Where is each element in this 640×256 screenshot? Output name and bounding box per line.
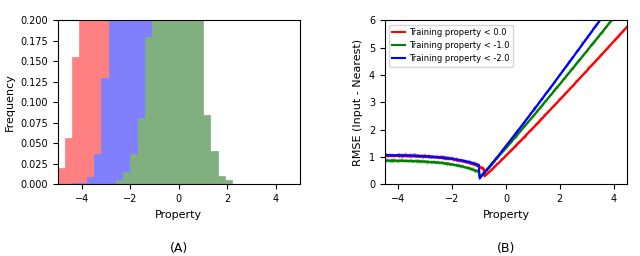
- Line: Training property < 0.0: Training property < 0.0: [385, 27, 627, 176]
- Bar: [72, 57, 79, 184]
- Bar: [211, 151, 218, 184]
- Bar: [101, 0, 109, 184]
- Training property < 0.0: [623, 25, 631, 28]
- Training property < -2.0: [586, 33, 594, 36]
- Training property < -1.0: [525, 120, 533, 123]
- Bar: [72, 183, 79, 184]
- Bar: [159, 0, 166, 184]
- X-axis label: Property: Property: [483, 210, 529, 220]
- Training property < -2.0: [526, 113, 534, 116]
- Bar: [166, 0, 174, 184]
- Bar: [65, 138, 72, 184]
- Training property < -1.0: [381, 159, 388, 162]
- Bar: [145, 37, 152, 184]
- Training property < -2.0: [525, 114, 533, 118]
- Bar: [145, 0, 152, 184]
- Bar: [94, 0, 101, 184]
- Bar: [116, 0, 123, 184]
- Training property < -1.0: [602, 27, 609, 30]
- Bar: [109, 0, 116, 184]
- Bar: [218, 176, 225, 184]
- Training property < -1.0: [476, 175, 483, 178]
- Bar: [86, 177, 94, 184]
- Training property < 0.0: [526, 130, 534, 133]
- Bar: [131, 0, 138, 184]
- Training property < 0.0: [481, 175, 488, 178]
- Y-axis label: RMSE (Input - Nearest): RMSE (Input - Nearest): [353, 39, 364, 166]
- Training property < 0.0: [382, 154, 390, 157]
- Bar: [94, 154, 101, 184]
- Bar: [123, 172, 131, 184]
- Training property < -1.0: [382, 159, 390, 162]
- Bar: [159, 151, 166, 184]
- Bar: [86, 0, 94, 184]
- Bar: [181, 0, 189, 184]
- Bar: [152, 86, 159, 184]
- Y-axis label: Frequency: Frequency: [4, 73, 15, 131]
- Bar: [123, 116, 131, 184]
- Bar: [116, 180, 123, 184]
- Bar: [152, 0, 159, 184]
- Training property < -1.0: [623, 0, 631, 2]
- Training property < 0.0: [530, 125, 538, 129]
- Training property < -1.0: [586, 46, 594, 49]
- Bar: [138, 179, 145, 184]
- Training property < 0.0: [381, 154, 388, 157]
- Bar: [58, 168, 65, 184]
- Bar: [203, 115, 211, 184]
- Training property < -2.0: [530, 108, 538, 111]
- Training property < 0.0: [525, 131, 533, 134]
- X-axis label: Property: Property: [156, 210, 202, 220]
- Training property < -2.0: [602, 12, 609, 15]
- Text: (A): (A): [170, 242, 188, 255]
- Training property < 0.0: [586, 66, 594, 69]
- Bar: [123, 0, 131, 184]
- Training property < 0.0: [602, 49, 609, 52]
- Bar: [138, 0, 145, 184]
- Bar: [145, 183, 152, 184]
- Bar: [131, 167, 138, 184]
- Training property < -2.0: [476, 177, 483, 180]
- Bar: [174, 0, 181, 184]
- Legend: Training property < 0.0, Training property < -1.0, Training property < -2.0: Training property < 0.0, Training proper…: [389, 25, 513, 67]
- Bar: [174, 183, 181, 184]
- Bar: [196, 20, 203, 184]
- Bar: [116, 3, 123, 184]
- Text: (B): (B): [497, 242, 515, 255]
- Bar: [166, 176, 174, 184]
- Bar: [79, 0, 86, 184]
- Training property < -2.0: [381, 154, 388, 157]
- Line: Training property < -1.0: Training property < -1.0: [385, 1, 627, 177]
- Bar: [109, 0, 116, 184]
- Bar: [79, 183, 86, 184]
- Bar: [138, 118, 145, 184]
- Training property < -1.0: [526, 119, 534, 122]
- Bar: [225, 180, 232, 184]
- Training property < -1.0: [530, 114, 538, 117]
- Line: Training property < -2.0: Training property < -2.0: [385, 0, 627, 178]
- Bar: [189, 0, 196, 184]
- Bar: [101, 78, 109, 184]
- Training property < -2.0: [382, 154, 390, 157]
- Bar: [131, 154, 138, 184]
